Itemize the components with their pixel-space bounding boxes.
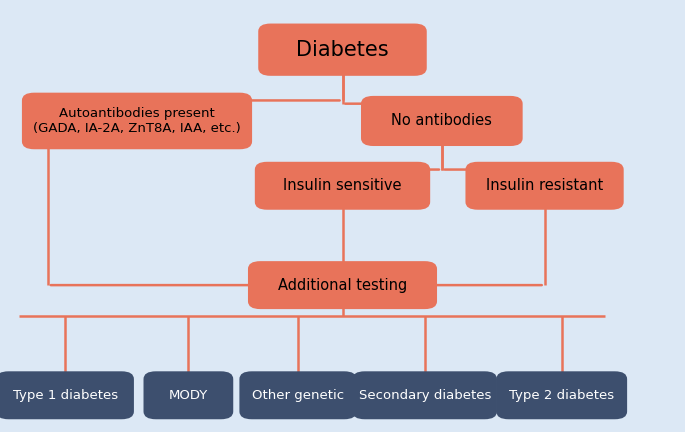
FancyBboxPatch shape [144,372,233,419]
FancyBboxPatch shape [361,96,523,146]
FancyBboxPatch shape [248,261,437,309]
FancyBboxPatch shape [465,162,623,210]
Text: Secondary diabetes: Secondary diabetes [358,389,491,402]
Text: Additional testing: Additional testing [278,278,407,292]
Text: Other genetic: Other genetic [252,389,344,402]
Text: Autoantibodies present
(GADA, IA-2A, ZnT8A, IAA, etc.): Autoantibodies present (GADA, IA-2A, ZnT… [33,107,241,135]
FancyBboxPatch shape [352,372,497,419]
FancyBboxPatch shape [255,162,430,210]
Text: No antibodies: No antibodies [391,114,493,128]
Text: Diabetes: Diabetes [296,40,389,60]
Text: Type 1 diabetes: Type 1 diabetes [12,389,118,402]
Text: Insulin sensitive: Insulin sensitive [284,178,401,193]
FancyBboxPatch shape [239,372,356,419]
FancyBboxPatch shape [0,372,134,419]
Text: Insulin resistant: Insulin resistant [486,178,603,193]
FancyBboxPatch shape [496,372,627,419]
FancyBboxPatch shape [22,93,252,149]
FancyBboxPatch shape [258,23,427,76]
Text: MODY: MODY [169,389,208,402]
Text: Type 2 diabetes: Type 2 diabetes [509,389,614,402]
